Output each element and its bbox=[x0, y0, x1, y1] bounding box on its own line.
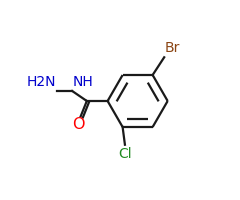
Text: H2N: H2N bbox=[26, 75, 56, 89]
Text: NH: NH bbox=[73, 75, 94, 89]
Text: Cl: Cl bbox=[118, 147, 132, 161]
Text: Br: Br bbox=[165, 41, 180, 55]
Text: O: O bbox=[72, 117, 85, 132]
